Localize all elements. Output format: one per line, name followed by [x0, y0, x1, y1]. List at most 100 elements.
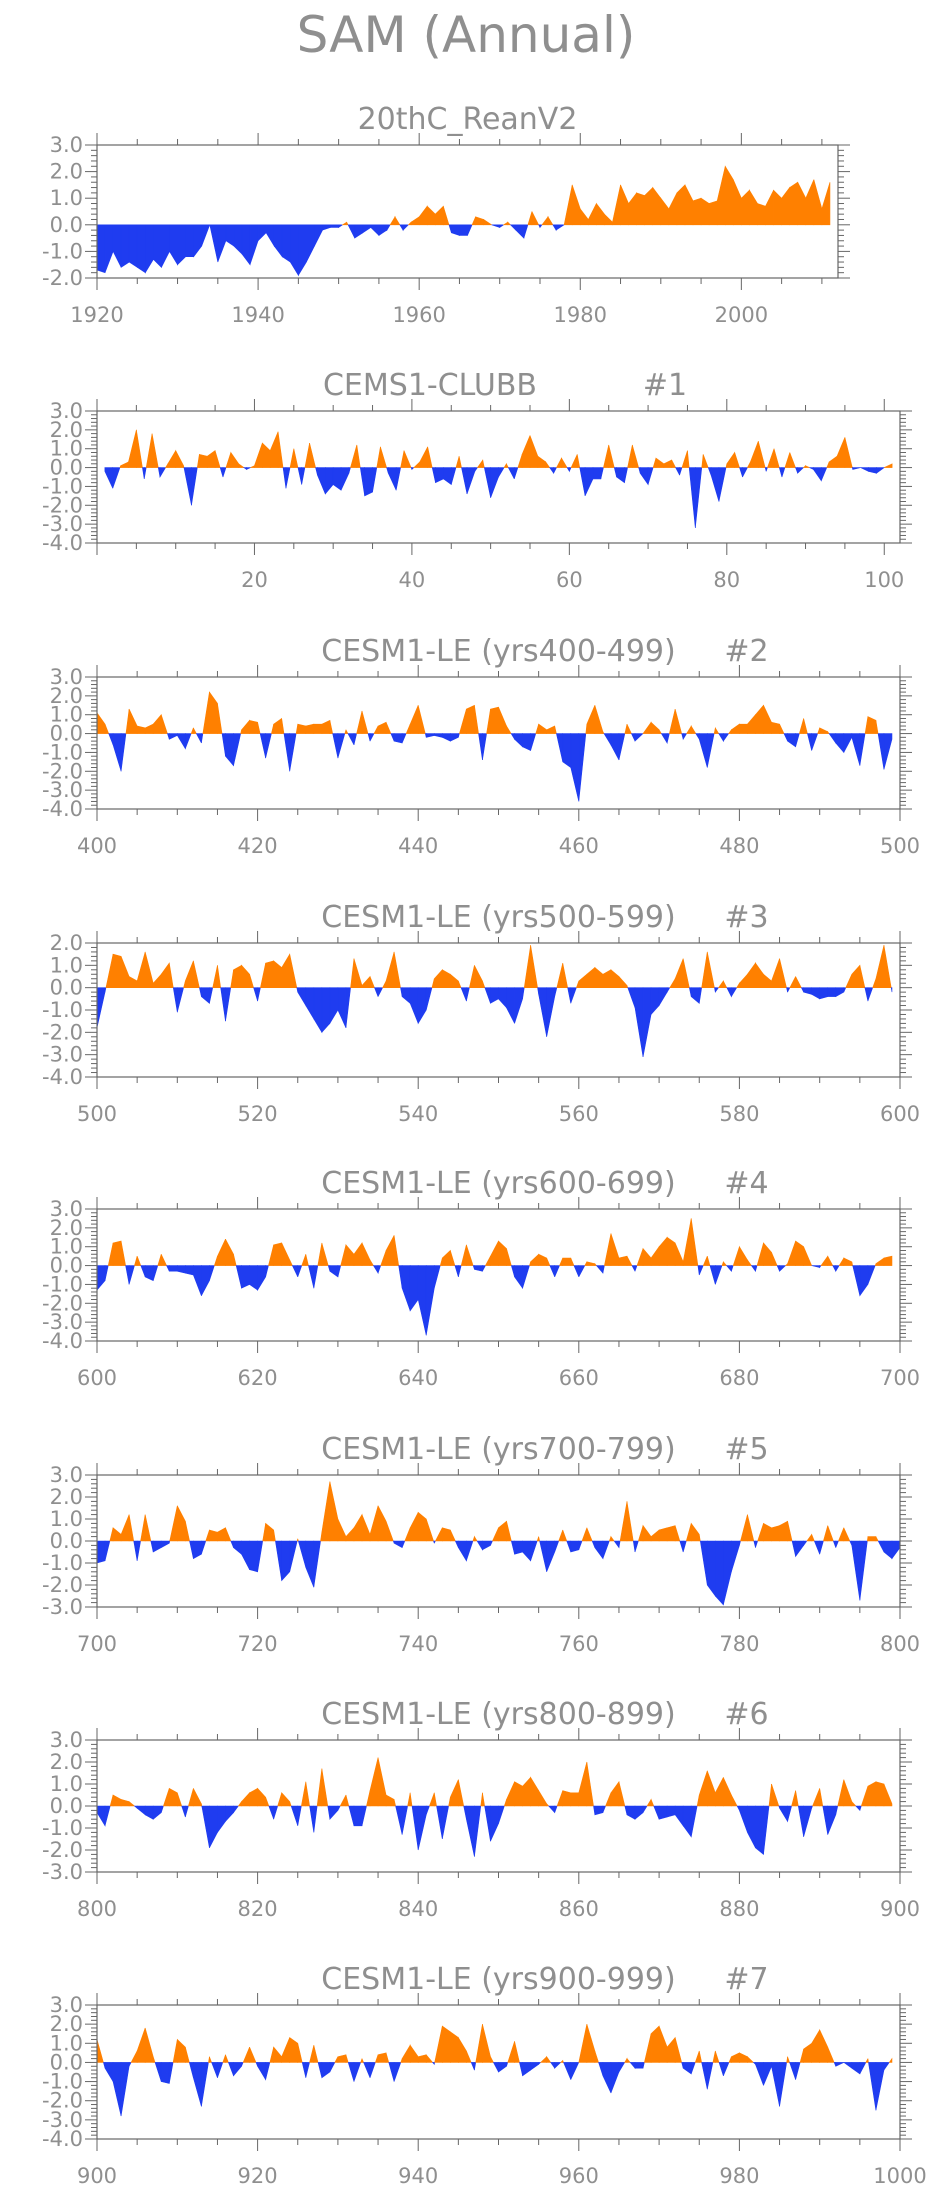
negative-anomaly-area — [510, 1540, 515, 1555]
negative-anomaly-area — [96, 224, 106, 274]
y-tick-label: -1.0 — [42, 474, 83, 498]
negative-anomaly-area — [478, 733, 483, 761]
negative-anomaly-area — [301, 2062, 307, 2078]
negative-anomaly-area — [136, 1805, 146, 1816]
negative-anomaly-area — [185, 1805, 189, 1818]
positive-anomaly-area — [225, 1527, 232, 1542]
positive-anomaly-area — [747, 1258, 753, 1266]
positive-anomaly-area — [594, 705, 604, 734]
negative-anomaly-area — [377, 1265, 382, 1274]
negative-anomaly-area — [835, 1805, 839, 1815]
positive-anomaly-area — [385, 1794, 395, 1807]
negative-anomaly-area — [143, 467, 147, 479]
negative-anomaly-area — [781, 467, 786, 478]
x-tick-label: 800 — [77, 1897, 117, 1921]
positive-anomaly-area — [281, 953, 291, 988]
negative-anomaly-area — [795, 467, 798, 474]
negative-anomaly-area — [359, 467, 365, 496]
negative-anomaly-area — [679, 467, 683, 476]
x-tick-label: 980 — [719, 2164, 759, 2188]
positive-anomaly-area — [230, 969, 234, 988]
x-tick-label: 900 — [77, 2164, 117, 2188]
negative-anomaly-area — [755, 2062, 764, 2086]
negative-anomaly-area — [842, 2062, 853, 2069]
negative-anomaly-area — [835, 1265, 840, 1273]
positive-anomaly-area — [205, 1529, 210, 1542]
positive-anomaly-area — [819, 1788, 824, 1807]
negative-anomaly-area — [666, 733, 670, 744]
positive-anomaly-area — [883, 1255, 893, 1266]
negative-anomaly-area — [718, 467, 727, 502]
negative-anomaly-area — [698, 1265, 704, 1276]
y-tick-label: 3.0 — [50, 1728, 83, 1752]
positive-anomaly-area — [561, 457, 568, 468]
positive-anomaly-area — [293, 448, 299, 468]
negative-anomaly-area — [161, 224, 170, 268]
negative-anomaly-area — [265, 2062, 271, 2080]
positive-anomaly-area — [784, 1262, 788, 1266]
y-tick-label: -3.0 — [42, 1310, 83, 1334]
positive-anomaly-area — [206, 450, 216, 468]
positive-anomaly-area — [350, 958, 355, 988]
positive-anomaly-area — [289, 1259, 293, 1266]
positive-anomaly-area — [144, 1514, 152, 1542]
y-tick-label: 2.0 — [50, 1750, 83, 1774]
positive-anomaly-area — [413, 461, 421, 468]
positive-anomaly-area — [789, 181, 799, 226]
positive-anomaly-area — [771, 958, 780, 988]
negative-anomaly-area — [225, 733, 234, 767]
positive-anomaly-area — [458, 1779, 465, 1807]
positive-anomaly-area — [433, 1792, 437, 1807]
positive-anomaly-area — [734, 452, 740, 468]
negative-anomaly-area — [779, 1265, 787, 1272]
positive-anomaly-area — [626, 1501, 634, 1542]
positive-anomaly-area — [757, 203, 766, 226]
negative-anomaly-area — [441, 1805, 449, 1840]
negative-anomaly-area — [191, 467, 198, 506]
positive-anomaly-area — [104, 724, 110, 734]
negative-anomaly-area — [399, 224, 404, 232]
positive-anomaly-area — [265, 1522, 274, 1542]
positive-anomaly-area — [136, 1256, 142, 1266]
positive-anomaly-area — [407, 1792, 411, 1807]
negative-anomaly-area — [193, 224, 203, 258]
y-tick-label: 0.0 — [50, 213, 83, 237]
positive-anomaly-area — [682, 958, 690, 988]
positive-anomaly-area — [602, 969, 612, 988]
negative-anomaly-area — [474, 2062, 477, 2071]
negative-anomaly-area — [701, 2062, 708, 2090]
positive-anomaly-area — [789, 452, 796, 468]
positive-anomaly-area — [404, 1527, 411, 1542]
positive-anomaly-area — [586, 2024, 596, 2063]
y-tick-label: -3.0 — [42, 778, 83, 802]
negative-anomaly-area — [718, 2062, 724, 2076]
positive-anomaly-area — [562, 1790, 572, 1807]
y-tick-label: 2.0 — [50, 1216, 83, 1240]
negative-anomaly-area — [466, 1540, 474, 1561]
positive-anomaly-area — [663, 459, 672, 468]
positive-anomaly-area — [474, 705, 479, 734]
y-tick-label: -1.0 — [42, 1272, 83, 1296]
positive-anomaly-area — [177, 1792, 183, 1807]
positive-anomaly-area — [313, 2045, 319, 2063]
negative-anomaly-area — [783, 733, 788, 742]
positive-anomaly-area — [779, 958, 787, 988]
positive-anomaly-area — [763, 705, 772, 734]
plot-frame — [96, 676, 901, 810]
positive-anomaly-area — [297, 2043, 303, 2063]
positive-anomaly-area — [875, 1536, 879, 1542]
negative-anomaly-area — [160, 2062, 170, 2084]
negative-anomaly-area — [104, 224, 114, 273]
positive-anomaly-area — [241, 719, 250, 734]
positive-anomaly-area — [469, 965, 475, 988]
negative-anomaly-area — [803, 1540, 808, 1547]
positive-anomaly-area — [120, 1514, 130, 1542]
negative-anomaly-area — [233, 1540, 242, 1555]
negative-anomaly-area — [217, 1805, 226, 1834]
negative-anomaly-area — [883, 1540, 893, 1560]
negative-anomaly-area — [201, 2062, 209, 2107]
positive-anomaly-area — [875, 945, 885, 988]
negative-anomaly-area — [332, 733, 339, 759]
negative-anomaly-area — [855, 1805, 861, 1812]
negative-anomaly-area — [624, 1805, 628, 1815]
